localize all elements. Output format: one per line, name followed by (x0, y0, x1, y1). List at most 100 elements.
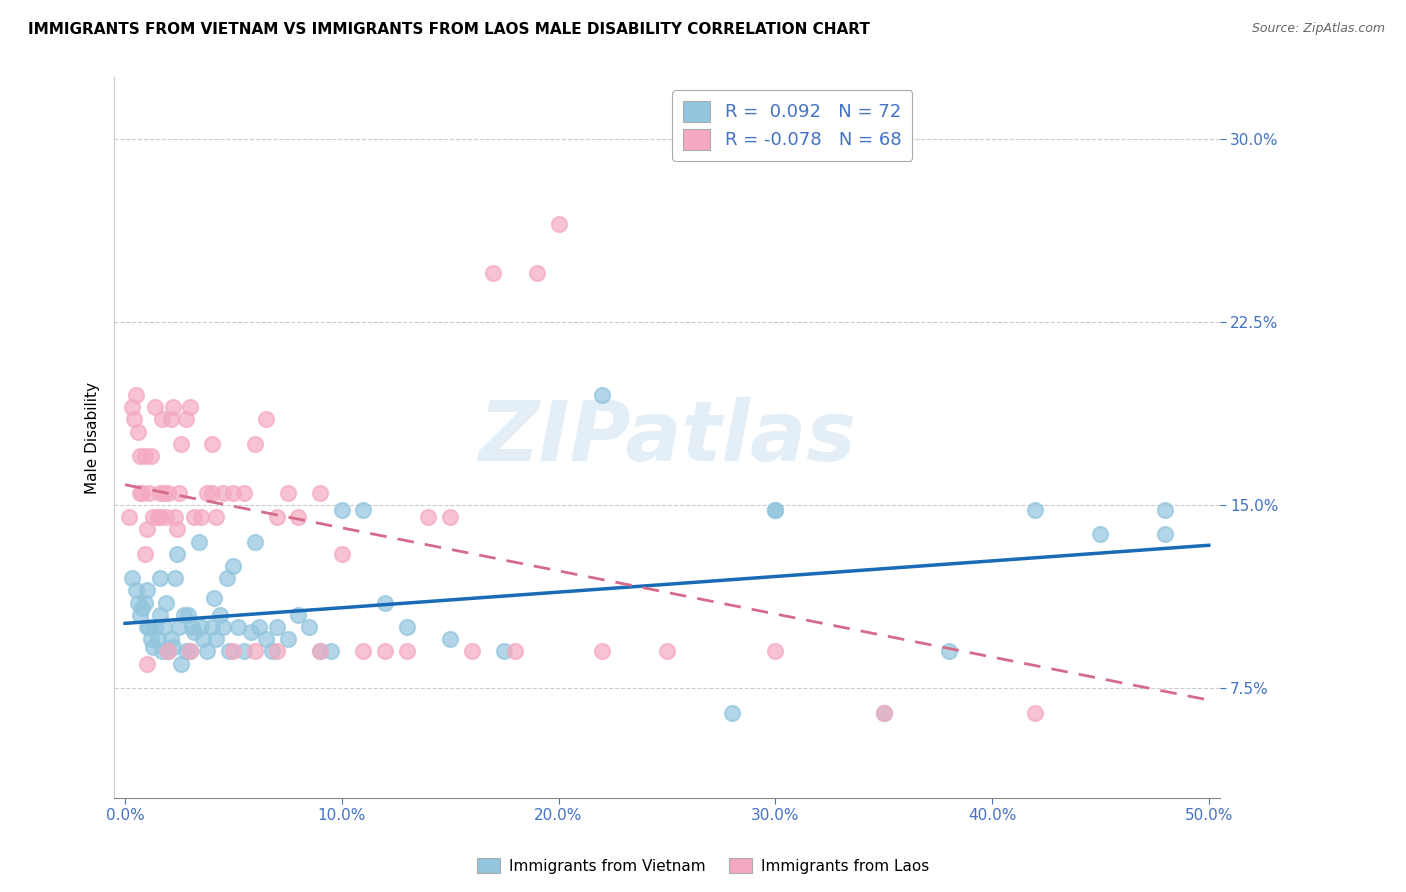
Point (249, 620, 271, 634)
Point (170, 437, 193, 451)
Point (127, 596, 149, 610)
Point (330, 547, 353, 561)
Point (211, 620, 233, 634)
Point (191, 632, 214, 647)
Point (872, 706, 894, 720)
Point (167, 485, 190, 500)
Point (591, 388, 613, 402)
Point (190, 620, 212, 634)
Point (266, 644, 288, 658)
Point (872, 706, 894, 720)
Point (135, 657, 157, 671)
Point (179, 644, 201, 658)
Point (125, 583, 148, 598)
Point (233, 485, 256, 500)
Point (135, 522, 157, 536)
Point (277, 485, 299, 500)
Point (298, 620, 321, 634)
Point (197, 485, 219, 500)
Point (374, 596, 396, 610)
Point (721, 706, 744, 720)
Point (174, 644, 197, 658)
Point (153, 485, 176, 500)
Point (233, 644, 256, 658)
Point (503, 644, 526, 658)
Point (162, 640, 184, 654)
Point (215, 571, 238, 585)
Point (183, 624, 205, 639)
Point (121, 571, 143, 585)
Point (125, 388, 148, 402)
Point (146, 510, 169, 524)
Point (134, 547, 156, 561)
Point (153, 620, 176, 634)
Point (309, 485, 332, 500)
Point (145, 620, 167, 634)
Point (131, 485, 153, 500)
Point (190, 510, 212, 524)
Point (170, 657, 193, 671)
Point (174, 412, 197, 426)
Point (1024, 503, 1046, 517)
Point (149, 607, 172, 622)
Point (547, 217, 569, 231)
Point (494, 644, 516, 658)
Point (763, 503, 786, 517)
Point (461, 644, 484, 658)
Text: Source: ZipAtlas.com: Source: ZipAtlas.com (1251, 22, 1385, 36)
Point (157, 644, 180, 658)
Point (157, 485, 180, 500)
Point (150, 644, 173, 658)
Point (352, 503, 374, 517)
Point (374, 644, 396, 658)
Y-axis label: Male Disability: Male Disability (86, 382, 100, 494)
Point (134, 596, 156, 610)
Point (439, 510, 461, 524)
Point (157, 644, 180, 658)
Point (163, 571, 186, 585)
Point (201, 437, 224, 451)
Point (287, 510, 309, 524)
Point (166, 522, 188, 536)
Point (118, 510, 141, 524)
Point (187, 534, 209, 549)
Point (142, 510, 165, 524)
Point (655, 644, 678, 658)
Point (139, 449, 162, 463)
Point (159, 412, 181, 426)
Point (309, 644, 332, 658)
Point (763, 503, 786, 517)
Point (309, 644, 332, 658)
Point (129, 607, 152, 622)
Point (482, 266, 505, 280)
Point (197, 644, 219, 658)
Point (201, 485, 224, 500)
Point (155, 596, 177, 610)
Point (254, 632, 277, 647)
Point (166, 547, 188, 561)
Point (122, 412, 145, 426)
Point (177, 607, 200, 622)
Legend: Immigrants from Vietnam, Immigrants from Laos: Immigrants from Vietnam, Immigrants from… (471, 852, 935, 880)
Legend: R =  0.092   N = 72, R = -0.078   N = 68: R = 0.092 N = 72, R = -0.078 N = 68 (672, 90, 912, 161)
Text: IMMIGRANTS FROM VIETNAM VS IMMIGRANTS FROM LAOS MALE DISABILITY CORRELATION CHAR: IMMIGRANTS FROM VIETNAM VS IMMIGRANTS FR… (28, 22, 870, 37)
Point (209, 607, 232, 622)
Point (183, 510, 205, 524)
Point (218, 644, 240, 658)
Point (179, 401, 201, 415)
Point (439, 632, 461, 647)
Point (150, 412, 173, 426)
Point (763, 644, 786, 658)
Point (395, 644, 418, 658)
Point (179, 644, 201, 658)
Point (129, 485, 152, 500)
Point (526, 266, 548, 280)
Point (266, 620, 288, 634)
Point (131, 600, 153, 615)
Point (1154, 503, 1177, 517)
Point (167, 620, 190, 634)
Point (239, 624, 262, 639)
Point (149, 485, 172, 500)
Point (211, 485, 233, 500)
Point (121, 401, 143, 415)
